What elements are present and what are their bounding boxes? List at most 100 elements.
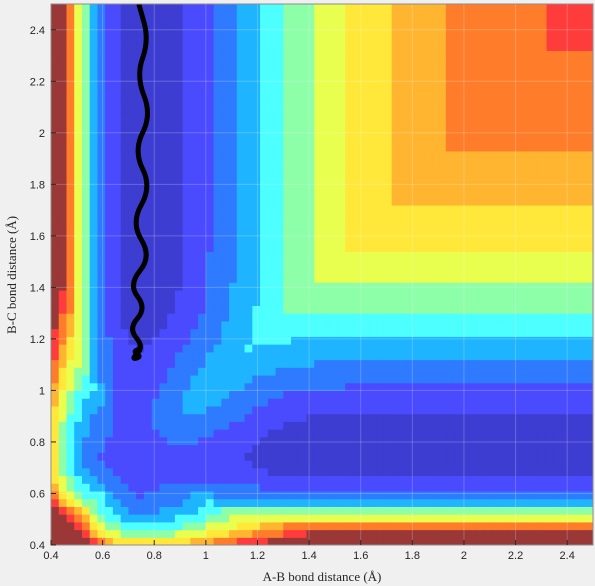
contour-cell	[174, 467, 184, 477]
contour-cell	[252, 42, 261, 51]
contour-cell	[291, 259, 300, 268]
contour-cell	[345, 104, 354, 113]
contour-cell	[391, 143, 401, 152]
contour-cell	[531, 243, 540, 252]
contour-cell	[531, 259, 540, 268]
grid-lines	[51, 4, 593, 545]
contour-cell	[453, 429, 462, 438]
contour-cell	[51, 289, 60, 299]
contour-cell	[569, 251, 579, 260]
contour-cell	[51, 459, 60, 469]
contour-cell	[306, 42, 315, 51]
contour-cell	[112, 143, 122, 152]
contour-cell	[438, 197, 447, 206]
contour-cell	[383, 344, 393, 353]
contour-cell	[167, 34, 176, 44]
contour-cell	[368, 490, 377, 500]
contour-cell	[399, 266, 408, 276]
contour-cell	[360, 351, 370, 361]
contour-cell	[391, 320, 401, 330]
contour-cell	[538, 444, 548, 453]
contour-cell	[151, 119, 160, 129]
contour-cell	[105, 382, 114, 392]
contour-cell	[500, 344, 509, 353]
contour-cell	[275, 104, 284, 113]
contour-cell	[112, 251, 122, 260]
contour-cell	[190, 459, 199, 469]
contour-cell	[538, 467, 548, 477]
contour-cell	[368, 405, 377, 415]
contour-cell	[414, 27, 424, 36]
contour-cell	[89, 266, 99, 276]
contour-cell	[430, 166, 439, 175]
contour-cell	[329, 452, 339, 461]
contour-cell	[445, 274, 455, 283]
contour-cell	[314, 320, 323, 330]
contour-cell	[538, 344, 548, 353]
contour-cell	[205, 452, 215, 461]
contour-cell	[298, 235, 308, 245]
contour-cell	[244, 220, 253, 229]
contour-cell	[128, 344, 137, 353]
contour-cell	[376, 89, 385, 98]
contour-cell	[221, 490, 230, 500]
contour-cell	[515, 89, 524, 98]
contour-cell	[322, 537, 331, 545]
contour-cell	[585, 351, 593, 361]
contour-cell	[81, 251, 91, 260]
contour-cell	[507, 4, 517, 13]
contour-cell	[120, 73, 130, 82]
contour-cell	[445, 112, 455, 121]
contour-cell	[221, 398, 230, 407]
contour-cell	[569, 429, 579, 438]
contour-cell	[151, 135, 160, 144]
contour-cell	[538, 413, 548, 422]
x-tick-label: 2.4	[560, 550, 575, 562]
contour-cell	[174, 58, 184, 67]
contour-fill	[51, 4, 593, 545]
contour-cell	[213, 212, 222, 221]
contour-cell	[229, 405, 238, 415]
contour-cell	[236, 498, 246, 507]
contour-cell	[376, 251, 385, 260]
contour-cell	[546, 390, 555, 399]
contour-cell	[283, 119, 292, 129]
contour-cell	[453, 413, 462, 422]
contour-cell	[205, 313, 215, 322]
contour-cell	[120, 328, 130, 337]
contour-cell	[105, 19, 114, 28]
contour-cell	[562, 498, 571, 507]
contour-cell	[275, 452, 284, 461]
contour-cell	[476, 436, 486, 446]
contour-cell	[120, 19, 130, 28]
contour-cell	[236, 328, 246, 337]
contour-cell	[205, 421, 215, 430]
contour-cell	[236, 220, 246, 229]
contour-cell	[507, 34, 517, 44]
contour-cell	[438, 429, 447, 438]
contour-cell	[531, 127, 540, 136]
contour-cell	[360, 204, 370, 214]
contour-cell	[562, 537, 571, 545]
contour-cell	[51, 421, 60, 430]
contour-cell	[546, 382, 555, 392]
contour-cell	[453, 529, 462, 538]
contour-cell	[383, 19, 393, 28]
contour-cell	[298, 274, 308, 283]
contour-cell	[174, 89, 184, 98]
contour-cell	[182, 11, 191, 21]
contour-cell	[291, 166, 300, 175]
contour-cell	[198, 521, 207, 531]
contour-cell	[174, 336, 184, 345]
contour-cell	[507, 42, 517, 51]
contour-cell	[298, 197, 308, 206]
contour-cell	[337, 475, 346, 484]
contour-cell	[376, 266, 385, 276]
contour-cell	[414, 305, 424, 314]
contour-cell	[81, 259, 91, 268]
contour-cell	[51, 58, 60, 67]
contour-cell	[523, 11, 532, 21]
contour-cell	[438, 158, 447, 167]
contour-cell	[329, 320, 339, 330]
contour-cell	[97, 475, 106, 484]
